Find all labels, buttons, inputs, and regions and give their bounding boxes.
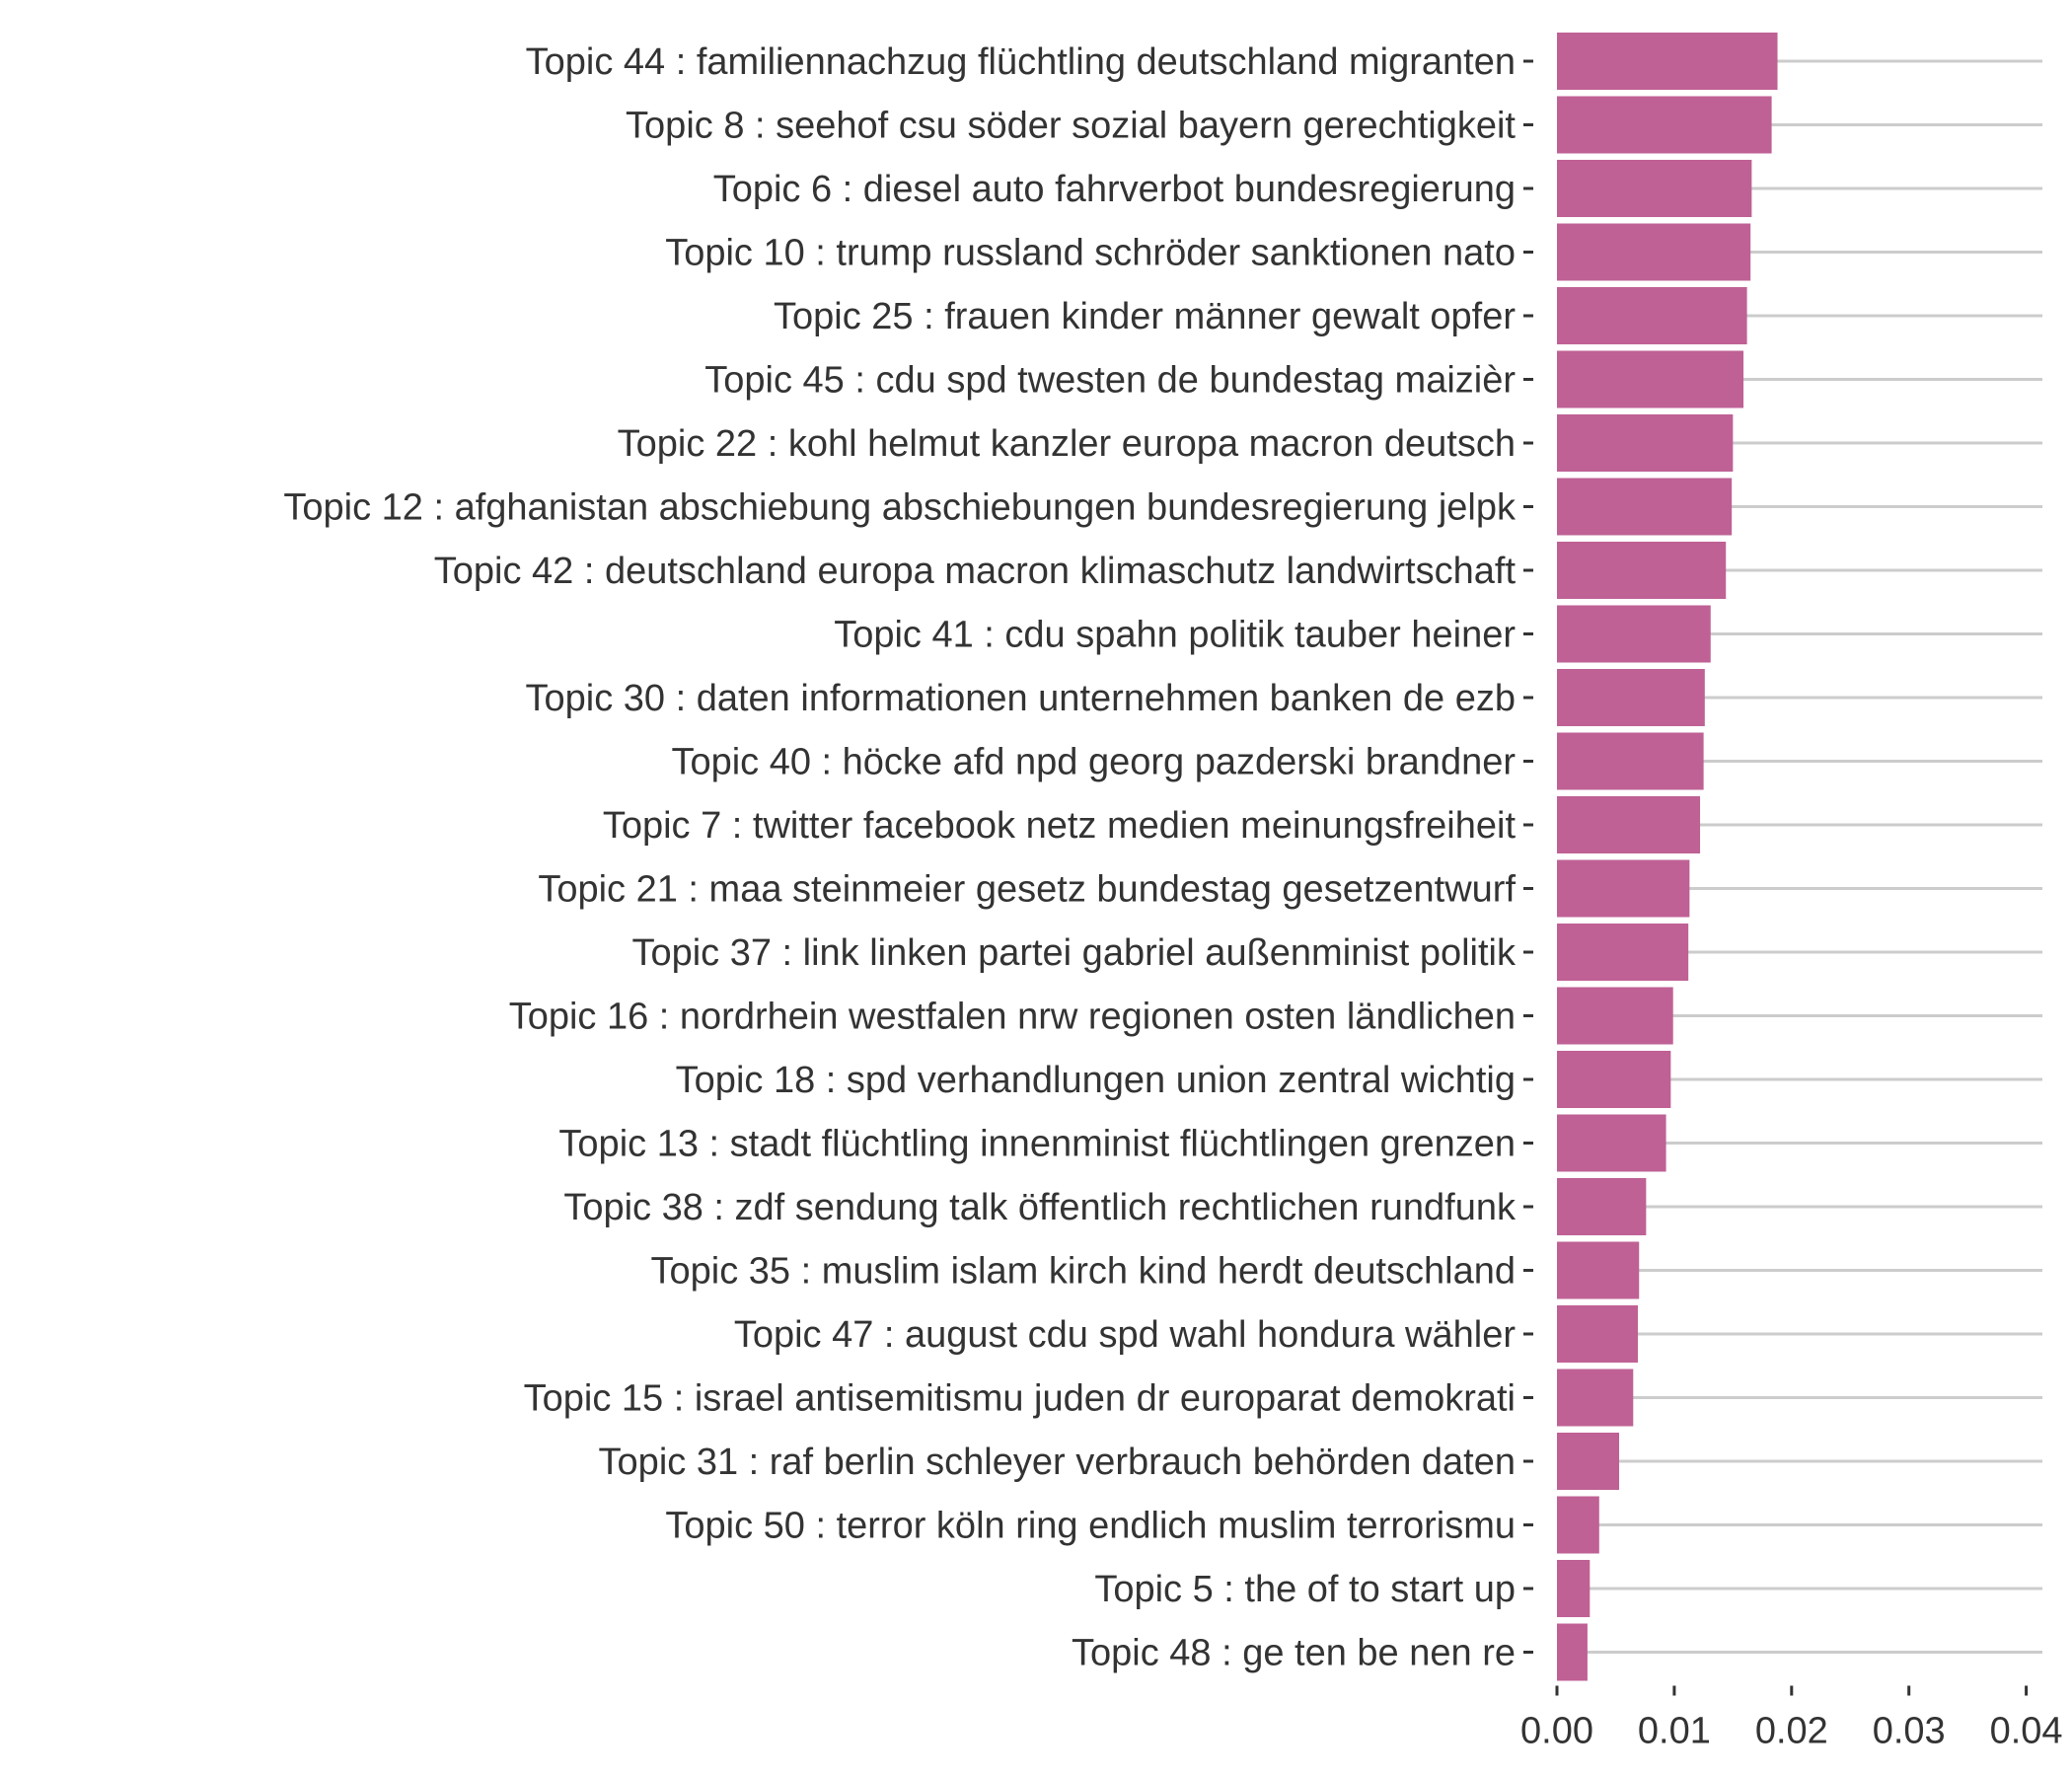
bar	[1557, 33, 1778, 90]
bar	[1557, 669, 1705, 726]
y-tick-label: Topic 15 : israel antisemitismu juden dr…	[524, 1378, 1516, 1420]
bar	[1557, 732, 1704, 790]
bar	[1557, 1433, 1620, 1490]
y-tick-label: Topic 47 : august cdu spd wahl hondura w…	[734, 1314, 1517, 1356]
bar	[1557, 1241, 1640, 1299]
bar	[1557, 1369, 1634, 1427]
x-tick-label: 0.02	[1755, 1711, 1828, 1752]
y-tick-label: Topic 21 : maa steinmeier gesetz bundest…	[538, 869, 1516, 911]
bar	[1557, 1623, 1588, 1681]
y-tick-label: Topic 30 : daten informationen unternehm…	[526, 678, 1516, 719]
y-tick-label: Topic 10 : trump russland schröder sankt…	[665, 233, 1516, 274]
x-tick-label: 0.03	[1873, 1711, 1946, 1752]
y-tick-label: Topic 6 : diesel auto fahrverbot bundesr…	[713, 169, 1516, 210]
y-tick-label: Topic 41 : cdu spahn politik tauber hein…	[834, 615, 1516, 656]
y-tick-label: Topic 16 : nordrhein westfalen nrw regio…	[509, 997, 1516, 1038]
x-tick-label: 0.00	[1520, 1711, 1593, 1752]
bar	[1557, 160, 1752, 217]
x-tick-label: 0.01	[1638, 1711, 1711, 1752]
y-tick-label: Topic 45 : cdu spd twesten de bundestag …	[704, 360, 1516, 402]
bar	[1557, 987, 1673, 1045]
y-axis: Topic 44 : familiennachzug flüchtling de…	[283, 41, 1533, 1674]
bar	[1557, 1178, 1647, 1235]
y-tick-label: Topic 40 : höcke afd npd georg pazderski…	[671, 742, 1516, 783]
y-tick-label: Topic 50 : terror köln ring endlich musl…	[665, 1506, 1516, 1547]
y-tick-label: Topic 5 : the of to start up	[1094, 1569, 1516, 1610]
y-tick-label: Topic 22 : kohl helmut kanzler europa ma…	[618, 423, 1516, 465]
y-tick-label: Topic 8 : seehof csu söder sozial bayern…	[626, 106, 1516, 147]
x-tick-label: 0.04	[1990, 1711, 2063, 1752]
bar	[1557, 605, 1711, 663]
bar	[1557, 96, 1772, 154]
y-tick-label: Topic 42 : deutschland europa macron kli…	[434, 551, 1517, 592]
bar	[1557, 859, 1690, 918]
y-tick-label: Topic 25 : frauen kinder männer gewalt o…	[774, 296, 1516, 337]
bar	[1557, 478, 1733, 536]
y-tick-label: Topic 38 : zdf sendung talk öffentlich r…	[563, 1187, 1517, 1228]
y-tick-label: Topic 44 : familiennachzug flüchtling de…	[526, 41, 1516, 83]
y-tick-label: Topic 35 : muslim islam kirch kind herdt…	[651, 1251, 1517, 1293]
bar	[1557, 1051, 1671, 1108]
x-axis: 0.00 0.01 0.02 0.03 0.04	[1520, 1685, 2063, 1752]
bar	[1557, 1114, 1666, 1172]
y-tick-label: Topic 31 : raf berlin schleyer verbrauch…	[599, 1442, 1516, 1483]
y-tick-label: Topic 13 : stadt flüchtling innenminist …	[558, 1124, 1516, 1165]
y-tick-label: Topic 12 : afghanistan abschiebung absch…	[283, 487, 1517, 529]
y-tick-label: Topic 37 : link linken partei gabriel au…	[631, 932, 1517, 974]
y-tick-label: Topic 7 : twitter facebook netz medien m…	[603, 805, 1517, 847]
y-tick-label: Topic 48 : ge ten be nen re	[1072, 1633, 1516, 1674]
bar	[1557, 350, 1744, 408]
bar	[1557, 1560, 1591, 1617]
bar	[1557, 287, 1747, 344]
bar	[1557, 1305, 1639, 1363]
bar	[1557, 924, 1689, 981]
bar	[1557, 223, 1751, 281]
bar	[1557, 1496, 1599, 1554]
y-tick-label: Topic 18 : spd verhandlungen union zentr…	[676, 1060, 1516, 1101]
bars	[1557, 33, 1778, 1681]
bar	[1557, 796, 1701, 853]
bar	[1557, 542, 1727, 599]
bar	[1557, 414, 1734, 472]
